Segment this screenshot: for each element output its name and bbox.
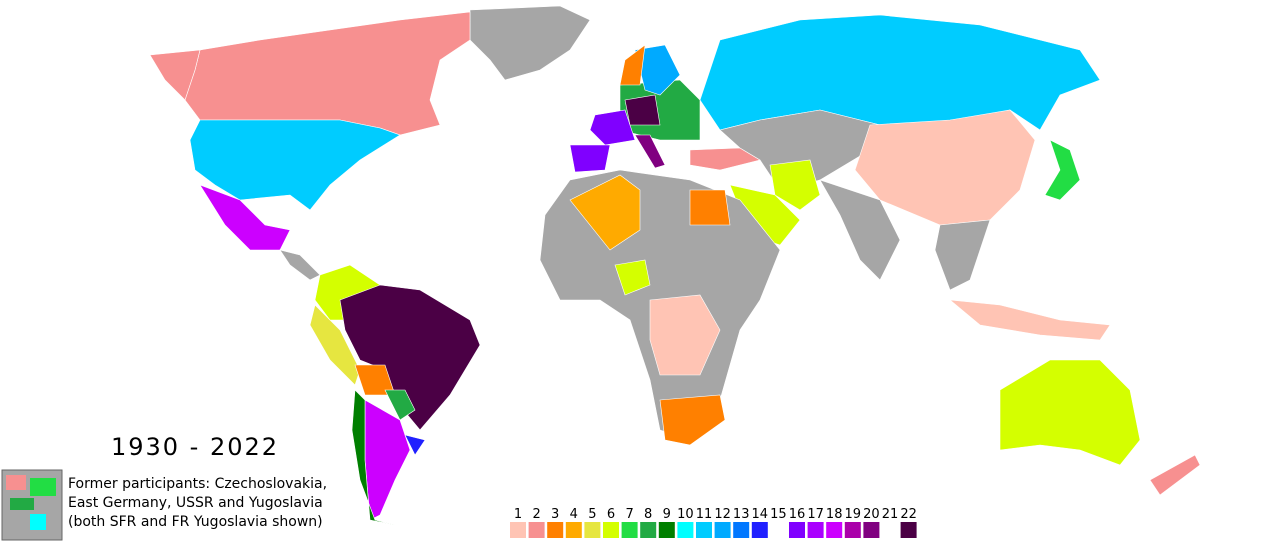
italy	[634, 134, 666, 169]
legend-swatch	[547, 522, 564, 538]
legend-label: 20	[863, 507, 880, 522]
norway	[619, 44, 646, 86]
new-zealand	[1149, 454, 1201, 496]
greenland	[469, 5, 591, 81]
legend-swatch	[844, 522, 861, 538]
legend-swatch	[733, 522, 750, 538]
inset-region	[10, 498, 34, 510]
legend-label: 18	[826, 507, 843, 522]
legend: 1 2 3 4 5 6 7 8 9 10 11 12 13 14 15 16 17 18 19 20 21 22	[510, 507, 917, 538]
legend-swatch	[770, 522, 787, 538]
legend-label: 12	[714, 507, 731, 522]
legend-label: 16	[789, 507, 806, 522]
uruguay	[404, 434, 426, 456]
legend-label: 13	[733, 507, 750, 522]
note-line: (both SFR and FR Yugoslavia shown)	[68, 514, 323, 530]
brazil	[339, 284, 481, 431]
central-asia	[719, 109, 881, 191]
south-africa	[659, 394, 726, 446]
paraguay	[384, 389, 416, 421]
legend-swatch	[751, 522, 768, 538]
canada	[184, 11, 471, 136]
australia	[999, 359, 1141, 466]
legend-swatch	[603, 522, 619, 538]
note: Former participants: Czechoslovakia, East…	[68, 476, 327, 530]
legend-label: 8	[644, 507, 652, 522]
legend-label: 7	[625, 507, 633, 522]
usa	[189, 119, 401, 211]
legend-label: 2	[532, 507, 540, 522]
legend-swatch	[584, 522, 601, 538]
legend-swatch	[789, 522, 805, 538]
legend-label: 19	[845, 507, 862, 522]
mexico	[199, 184, 291, 251]
legend-label: 3	[551, 507, 559, 522]
legend-swatch	[882, 522, 898, 538]
indonesia	[949, 299, 1111, 341]
legend-label: 22	[900, 507, 917, 522]
sweden	[634, 44, 681, 96]
peru	[309, 304, 361, 386]
legend-label: 4	[570, 507, 578, 522]
legend-swatch	[658, 522, 675, 538]
germany	[624, 94, 661, 126]
southeast-asia	[934, 219, 991, 291]
legend-label: 1	[514, 507, 522, 522]
legend-label: 11	[696, 507, 713, 522]
nigeria	[614, 259, 651, 296]
legend-swatch	[510, 522, 526, 538]
inset-region	[30, 514, 46, 530]
legend-label: 6	[607, 507, 615, 522]
china	[854, 109, 1036, 226]
inset-map	[1, 469, 63, 541]
legend-label: 21	[882, 507, 899, 522]
note-line: East Germany, USSR and Yugoslavia	[68, 495, 323, 511]
legend-swatch	[826, 522, 843, 538]
legend-label: 14	[752, 507, 769, 522]
legend-label: 17	[807, 507, 824, 522]
legend-swatch	[621, 522, 638, 538]
countries	[149, 5, 1201, 526]
legend-swatch	[900, 522, 917, 538]
central-africa	[649, 294, 721, 376]
chile	[351, 389, 396, 526]
legend-swatch	[807, 522, 824, 538]
legend-swatch	[714, 522, 731, 538]
legend-label: 9	[663, 507, 671, 522]
turkey	[689, 147, 761, 171]
central-america	[279, 249, 321, 281]
note-line: Former participants: Czechoslovakia,	[68, 476, 327, 492]
alaska-area	[149, 49, 201, 101]
legend-label: 15	[770, 507, 787, 522]
legend-swatch	[528, 522, 545, 538]
algeria	[569, 174, 641, 251]
legend-label: 10	[677, 507, 694, 522]
period-title: 1930 - 2022	[111, 433, 279, 461]
france	[589, 109, 636, 146]
egypt	[689, 189, 731, 226]
india	[819, 179, 901, 281]
legend-swatch	[696, 522, 712, 538]
iran	[769, 159, 821, 211]
spain	[569, 144, 611, 173]
legend-swatch	[677, 522, 694, 538]
legend-swatch	[565, 522, 582, 538]
russia	[699, 14, 1101, 131]
inset-region	[30, 478, 56, 496]
inset-region	[6, 475, 26, 490]
japan	[1044, 139, 1081, 201]
legend-label: 5	[588, 507, 596, 522]
legend-swatch	[863, 522, 880, 538]
legend-swatch	[640, 522, 657, 538]
